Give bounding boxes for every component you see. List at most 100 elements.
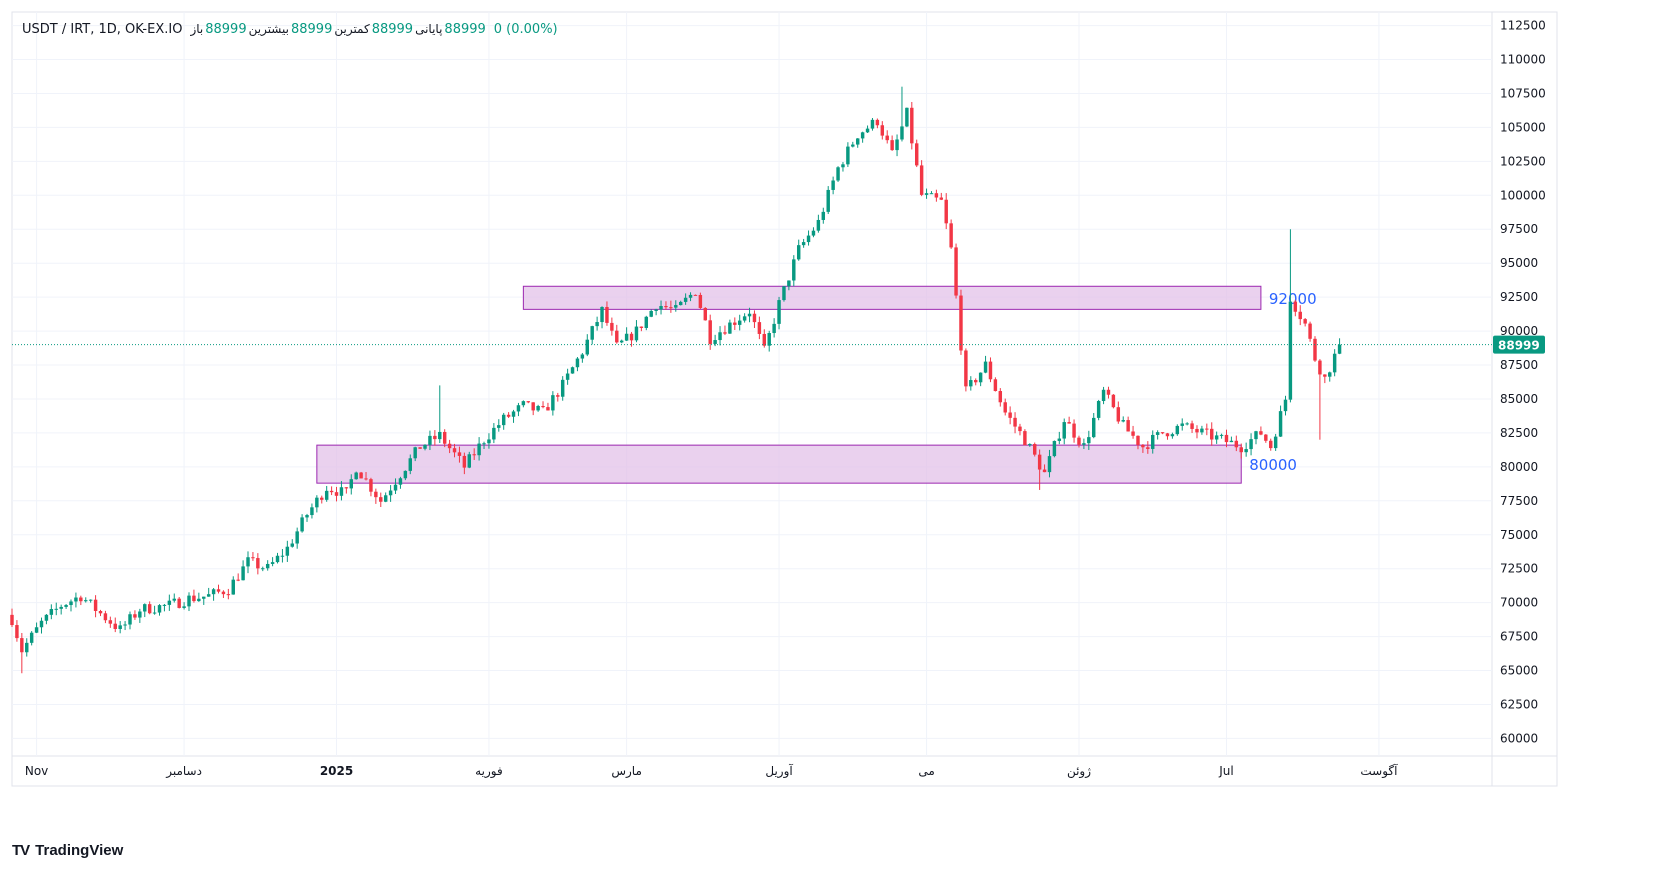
candle-body <box>1337 344 1342 354</box>
zone-rectangle <box>316 444 1242 484</box>
candle-body <box>516 405 521 412</box>
candle-body <box>221 591 226 595</box>
candle-body <box>1264 434 1268 441</box>
candle-body <box>398 478 403 485</box>
candle-body <box>133 614 137 618</box>
candle-body <box>1121 420 1125 422</box>
candle-body <box>821 211 826 220</box>
candle-body <box>590 326 594 340</box>
candle-body <box>1278 411 1283 437</box>
candle-body <box>192 595 196 602</box>
candle-body <box>575 358 580 368</box>
candles <box>10 86 1342 674</box>
candle-body <box>762 333 767 346</box>
candle-body <box>939 197 944 200</box>
candle-body <box>472 454 476 456</box>
candle-body <box>674 305 678 308</box>
candle-body <box>752 313 757 323</box>
candle-body <box>315 497 319 508</box>
price-tick-label: 70000 <box>1500 596 1538 610</box>
candle-body <box>782 286 786 301</box>
candle-body <box>433 435 437 440</box>
candle-body <box>895 139 899 151</box>
zone-label: 92000 <box>1269 290 1317 308</box>
price-tick-label: 102500 <box>1500 154 1546 168</box>
candle-body <box>261 568 265 570</box>
candle-body <box>1283 399 1288 412</box>
price-tick-label: 80000 <box>1500 460 1538 474</box>
candle-body <box>246 557 250 567</box>
candle-body <box>1180 423 1184 426</box>
candle-body <box>211 589 216 595</box>
candle-body <box>388 490 393 496</box>
candle-body <box>1205 428 1209 430</box>
candle-body <box>1234 440 1239 448</box>
candle-body <box>1323 374 1327 377</box>
candle-body <box>526 401 530 403</box>
candle-body <box>728 322 732 334</box>
candle-body <box>108 620 113 624</box>
candle-body <box>1018 426 1022 432</box>
tradingview-branding[interactable]: TV TradingView <box>12 842 123 859</box>
candle-body <box>914 143 919 166</box>
candle-body <box>767 333 771 346</box>
candle-body <box>29 632 34 643</box>
candle-body <box>747 313 752 317</box>
candle-body <box>270 562 275 564</box>
candle-body <box>1067 422 1071 424</box>
candle-body <box>157 605 162 613</box>
candle-body <box>1087 437 1091 444</box>
candle-body <box>379 497 383 502</box>
candle-body <box>531 402 535 411</box>
candle-body <box>615 330 619 343</box>
candle-body <box>546 407 550 411</box>
candle-body <box>49 609 54 615</box>
candle-body <box>1219 434 1224 436</box>
candle-body <box>983 361 988 373</box>
candle-body <box>723 332 727 334</box>
candle-body <box>418 447 422 449</box>
candle-body <box>1195 428 1199 433</box>
candle-body <box>855 138 860 145</box>
candle-body <box>1224 434 1229 443</box>
brand-name: TradingView <box>35 842 124 859</box>
candle-body <box>300 517 304 532</box>
candle-body <box>664 306 668 308</box>
time-tick-label: دسامبر <box>165 764 202 779</box>
candle-body <box>44 614 49 621</box>
candle-body <box>669 307 673 309</box>
candle-body <box>954 247 958 296</box>
candle-body <box>851 144 855 147</box>
candle-body <box>1288 301 1293 400</box>
candle-body <box>138 611 142 618</box>
candle-body <box>1023 431 1027 446</box>
candle-body <box>265 563 270 569</box>
candle-body <box>1200 428 1204 433</box>
candle-body <box>846 146 850 165</box>
price-tick-label: 87500 <box>1500 358 1538 372</box>
candle-body <box>93 599 98 611</box>
low-label: کمترین <box>334 22 370 36</box>
candle-body <box>511 411 516 417</box>
price-tick-label: 90000 <box>1500 324 1538 338</box>
candle-body <box>34 627 39 633</box>
candle-body <box>988 361 993 380</box>
candle-body <box>231 579 235 595</box>
price-tick-label: 105000 <box>1500 120 1546 134</box>
symbol-label[interactable]: USDT / IRT, 1D, OK-EX.IO <box>22 22 183 37</box>
candle-body <box>1313 338 1317 361</box>
candle-body <box>280 555 285 557</box>
candle-body <box>1126 420 1130 432</box>
candle-body <box>275 555 280 563</box>
candle-body <box>678 301 683 306</box>
candle-body <box>162 604 167 606</box>
change-value: 0 (0.00%) <box>493 22 558 37</box>
candle-body <box>737 320 742 325</box>
price-tick-label: 60000 <box>1500 731 1538 745</box>
candle-body <box>182 606 186 608</box>
candle-body <box>177 598 181 608</box>
candle-body <box>423 444 427 449</box>
candle-body <box>1293 301 1298 312</box>
candle-body <box>974 380 978 383</box>
